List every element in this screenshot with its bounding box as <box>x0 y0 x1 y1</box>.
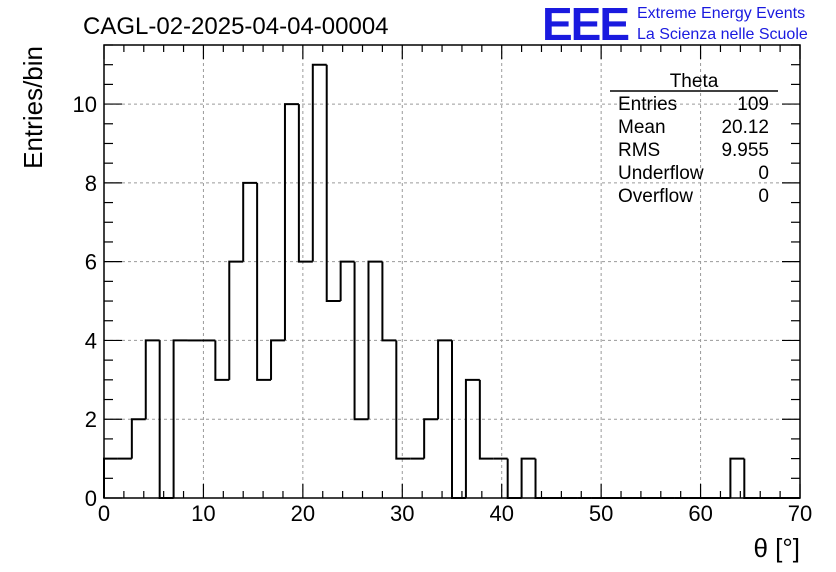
y-axis-label: Entries/bin <box>18 46 48 169</box>
y-tick-label: 0 <box>85 486 97 511</box>
histogram-bin <box>534 458 550 499</box>
x-tick-label: 0 <box>98 501 110 526</box>
histogram-bin <box>381 261 397 342</box>
histogram-bin <box>256 182 272 381</box>
x-tick-label: 30 <box>390 501 414 526</box>
brand: EEE Extreme Energy Events La Scienza nel… <box>542 0 808 50</box>
stats-entries-label: Entries <box>618 94 677 115</box>
histogram-bin <box>172 339 188 498</box>
histogram-bin <box>130 418 146 459</box>
histogram-bin <box>283 103 299 341</box>
stats-entries-value: 109 <box>737 94 769 115</box>
histogram-bin <box>270 339 285 380</box>
plot-frame <box>103 44 801 499</box>
histogram-bin <box>367 260 383 420</box>
histogram-bin <box>478 379 494 460</box>
histogram-bin <box>339 260 355 302</box>
eee-logo: EEE <box>542 0 628 50</box>
stats-mean-label: Mean <box>618 117 666 138</box>
histogram-bin <box>437 339 452 420</box>
histogram-bin <box>144 339 160 420</box>
y-tick-label: 6 <box>85 250 97 275</box>
plot-border <box>103 44 801 499</box>
y-tick-label: 4 <box>85 328 97 353</box>
chart-title: CAGL-02-2025-04-04-00004 <box>83 13 389 40</box>
x-tick-label: 70 <box>788 501 812 526</box>
histogram-bin <box>297 104 313 263</box>
histogram-bin <box>506 458 522 499</box>
y-tick-label: 8 <box>85 171 97 196</box>
histogram-bin <box>395 340 411 460</box>
stats-rms-value: 9.955 <box>721 140 769 161</box>
axis-ticks <box>103 44 801 499</box>
x-tick-label: 60 <box>688 501 712 526</box>
tick-labels: 0 10 20 30 40 50 60 70 0 2 4 6 8 10 <box>73 92 813 526</box>
histogram-bin <box>743 458 759 499</box>
histogram-bin <box>311 63 327 262</box>
histogram-bin <box>520 457 536 498</box>
stats-box: Theta Entries 109 Mean 20.12 RMS 9.955 U… <box>610 71 778 207</box>
y-tick-label: 2 <box>85 407 97 432</box>
x-tick-label: 40 <box>489 501 513 526</box>
histogram-bin <box>423 418 439 459</box>
x-axis-label: θ [°] <box>753 533 800 563</box>
stats-underflow-label: Underflow <box>618 163 704 184</box>
histogram-bin <box>353 261 369 421</box>
x-tick-label: 10 <box>191 501 215 526</box>
stats-overflow-value: 0 <box>758 186 769 207</box>
stats-underflow-value: 0 <box>758 163 769 184</box>
histogram-bin <box>228 260 244 380</box>
stats-overflow-label: Overflow <box>618 186 693 207</box>
histogram-series <box>103 63 800 499</box>
x-tick-label: 50 <box>589 501 613 526</box>
histogram-bin <box>464 378 480 498</box>
y-tick-label: 10 <box>73 92 97 117</box>
stats-rms-label: RMS <box>618 140 660 161</box>
histogram-bin <box>242 181 258 262</box>
brand-line-1: Extreme Energy Events <box>637 5 805 22</box>
stats-title: Theta <box>670 71 719 92</box>
histogram-bin <box>729 457 745 498</box>
stats-mean-value: 20.12 <box>721 117 769 138</box>
x-tick-label: 20 <box>291 501 315 526</box>
histogram-bin <box>214 340 230 381</box>
histogram-bin <box>325 64 341 303</box>
brand-line-2: La Scienza nelle Scuole <box>637 26 808 43</box>
